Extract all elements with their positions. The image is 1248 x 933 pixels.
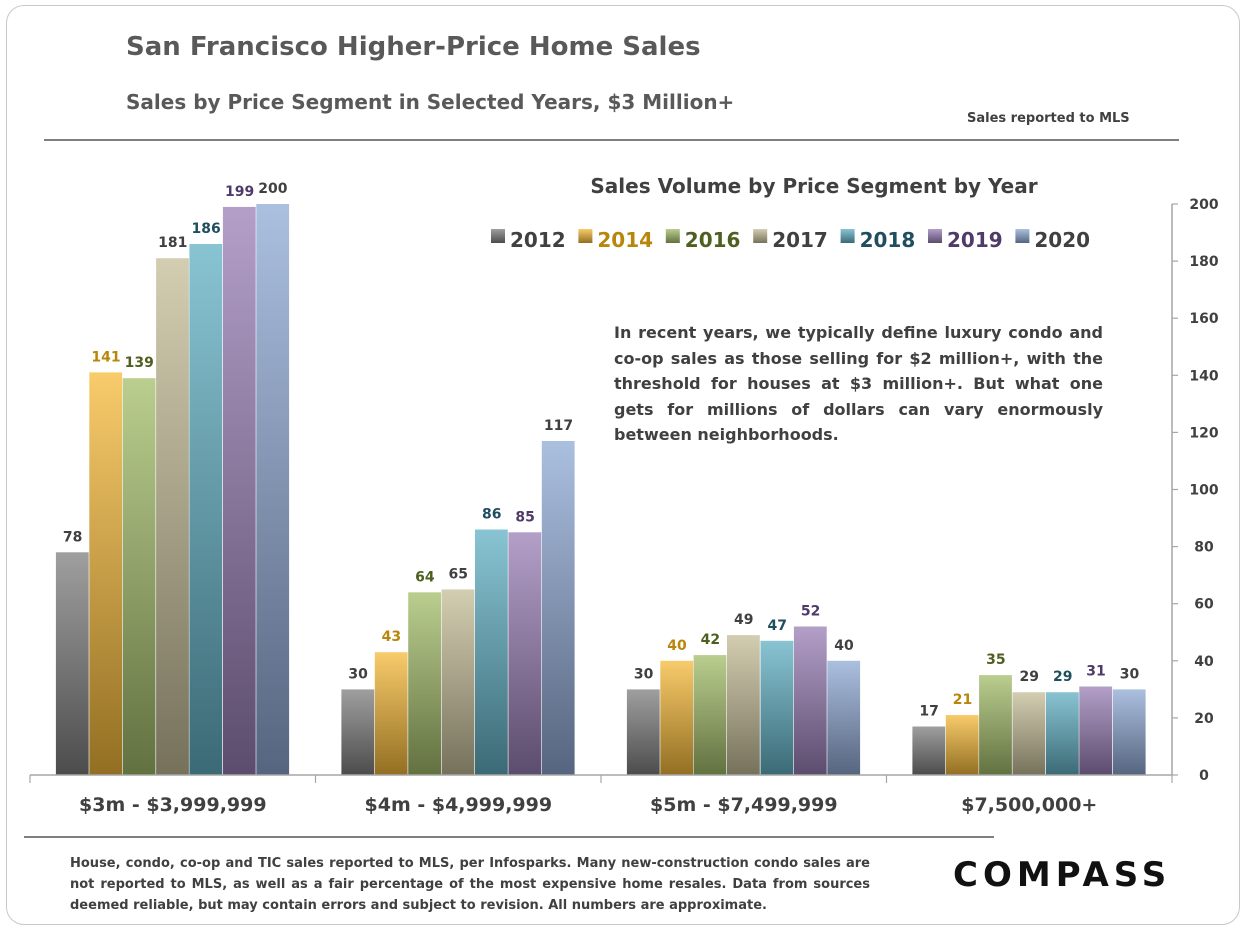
bar-2012-3 bbox=[626, 689, 660, 775]
bar-2018-4 bbox=[1046, 692, 1079, 775]
bar-label-2019-3: 52 bbox=[801, 604, 820, 620]
bar-label-2016-3: 42 bbox=[701, 632, 720, 648]
bar-2016-3 bbox=[693, 655, 727, 775]
bar-label-2016-1: 139 bbox=[125, 355, 154, 371]
bar-label-2012-1: 78 bbox=[63, 529, 82, 545]
bar-label-2017-3: 49 bbox=[734, 612, 753, 628]
bar-2018-3 bbox=[760, 640, 794, 775]
bar-label-2018-3: 47 bbox=[767, 618, 786, 634]
bar-label-2019-4: 31 bbox=[1086, 664, 1105, 680]
bar-label-2016-4: 35 bbox=[986, 652, 1005, 668]
y-tick-label: 20 bbox=[1194, 711, 1214, 727]
bar-2018-2 bbox=[475, 529, 508, 775]
chart-title: Sales Volume by Price Segment by Year bbox=[590, 174, 1037, 198]
bar-2012-2 bbox=[341, 689, 375, 775]
page-title: San Francisco Higher-Price Home Sales bbox=[126, 32, 701, 62]
bar-label-2014-4: 21 bbox=[953, 692, 972, 708]
bar-2020-1 bbox=[256, 204, 290, 775]
legend-swatch-2012 bbox=[491, 229, 505, 243]
bar-2016-4 bbox=[979, 675, 1012, 775]
bar-label-2020-4: 30 bbox=[1120, 666, 1140, 682]
bar-2017-4 bbox=[1012, 692, 1046, 775]
legend-swatch-2014 bbox=[578, 229, 593, 243]
x-tick-label: $7,500,000+ bbox=[961, 794, 1097, 816]
x-tick-label: $3m - $3,999,999 bbox=[79, 794, 267, 816]
y-tick-label: 80 bbox=[1194, 540, 1214, 556]
bar-2014-4 bbox=[945, 715, 979, 775]
bar-2017-3 bbox=[727, 635, 760, 775]
bottom-divider bbox=[24, 836, 994, 838]
bar-2020-3 bbox=[827, 660, 861, 775]
bar-2020-4 bbox=[1112, 689, 1146, 775]
legend-swatch-2016 bbox=[665, 229, 680, 243]
legend-label-2020: 2020 bbox=[1034, 228, 1090, 252]
bar-2019-2 bbox=[508, 532, 542, 775]
bar-label-2020-1: 200 bbox=[258, 181, 287, 197]
legend-label-2017: 2017 bbox=[772, 228, 828, 252]
bar-2014-2 bbox=[374, 652, 408, 775]
bar-2016-1 bbox=[122, 378, 156, 775]
legend-swatch-2017 bbox=[753, 229, 768, 243]
y-tick-label: 60 bbox=[1194, 597, 1214, 613]
bar-label-2017-1: 181 bbox=[158, 235, 187, 251]
footer-disclaimer: House, condo, co-op and TIC sales report… bbox=[70, 856, 870, 913]
legend-label-2014: 2014 bbox=[597, 228, 653, 252]
legend-swatch-2019 bbox=[928, 229, 942, 243]
chart-annotation: In recent years, we typically define lux… bbox=[614, 323, 1103, 444]
bar-label-2016-2: 64 bbox=[415, 569, 435, 585]
page-subtitle: Sales by Price Segment in Selected Years… bbox=[126, 90, 735, 114]
bar-label-2012-3: 30 bbox=[634, 666, 654, 682]
bar-label-2014-1: 141 bbox=[91, 349, 120, 365]
bar-label-2020-2: 117 bbox=[544, 418, 573, 434]
bar-label-2017-2: 65 bbox=[449, 566, 468, 582]
bar-label-2018-4: 29 bbox=[1053, 669, 1072, 685]
top-divider bbox=[44, 139, 1179, 141]
y-tick-label: 120 bbox=[1189, 425, 1218, 441]
x-tick-label: $5m - $7,499,999 bbox=[650, 794, 838, 816]
bar-label-2020-3: 40 bbox=[834, 638, 854, 654]
y-tick-label: 0 bbox=[1199, 768, 1209, 784]
bar-2014-3 bbox=[660, 660, 694, 775]
x-tick-label: $4m - $4,999,999 bbox=[365, 794, 553, 816]
bar-label-2019-1: 199 bbox=[225, 184, 254, 200]
y-tick-label: 40 bbox=[1194, 654, 1214, 670]
y-tick-label: 100 bbox=[1189, 483, 1218, 499]
y-tick-label: 160 bbox=[1189, 311, 1218, 327]
legend-label-2016: 2016 bbox=[685, 228, 741, 252]
legend-swatch-2018 bbox=[840, 229, 855, 243]
bar-2012-1 bbox=[55, 552, 89, 775]
bar-2017-1 bbox=[156, 258, 189, 775]
y-tick-label: 200 bbox=[1189, 197, 1218, 213]
bar-2012-4 bbox=[912, 726, 946, 775]
bar-label-2014-2: 43 bbox=[382, 629, 401, 645]
bar-label-2012-4: 17 bbox=[919, 704, 938, 720]
bar-label-2012-2: 30 bbox=[348, 666, 368, 682]
bar-label-2018-1: 186 bbox=[191, 221, 220, 237]
legend-swatch-2020 bbox=[1015, 229, 1030, 243]
y-tick-label: 140 bbox=[1189, 368, 1218, 384]
bar-2018-1 bbox=[189, 244, 223, 775]
bar-2019-3 bbox=[793, 626, 827, 775]
compass-logo: COMPASS bbox=[953, 855, 1172, 895]
bar-2014-1 bbox=[89, 372, 123, 775]
legend-label-2018: 2018 bbox=[860, 228, 916, 252]
bar-2019-1 bbox=[222, 206, 256, 775]
bar-label-2017-4: 29 bbox=[1020, 669, 1039, 685]
legend-label-2019: 2019 bbox=[947, 228, 1003, 252]
bar-label-2014-3: 40 bbox=[667, 638, 687, 654]
bar-2019-4 bbox=[1079, 686, 1113, 775]
y-tick-label: 180 bbox=[1189, 254, 1218, 270]
source-note: Sales reported to MLS bbox=[967, 111, 1130, 126]
legend-label-2012: 2012 bbox=[510, 228, 566, 252]
bar-label-2018-2: 86 bbox=[482, 507, 501, 523]
bar-label-2019-2: 85 bbox=[515, 509, 534, 525]
bar-2017-2 bbox=[441, 589, 475, 775]
bar-2016-2 bbox=[408, 592, 441, 775]
bar-2020-2 bbox=[541, 441, 575, 775]
